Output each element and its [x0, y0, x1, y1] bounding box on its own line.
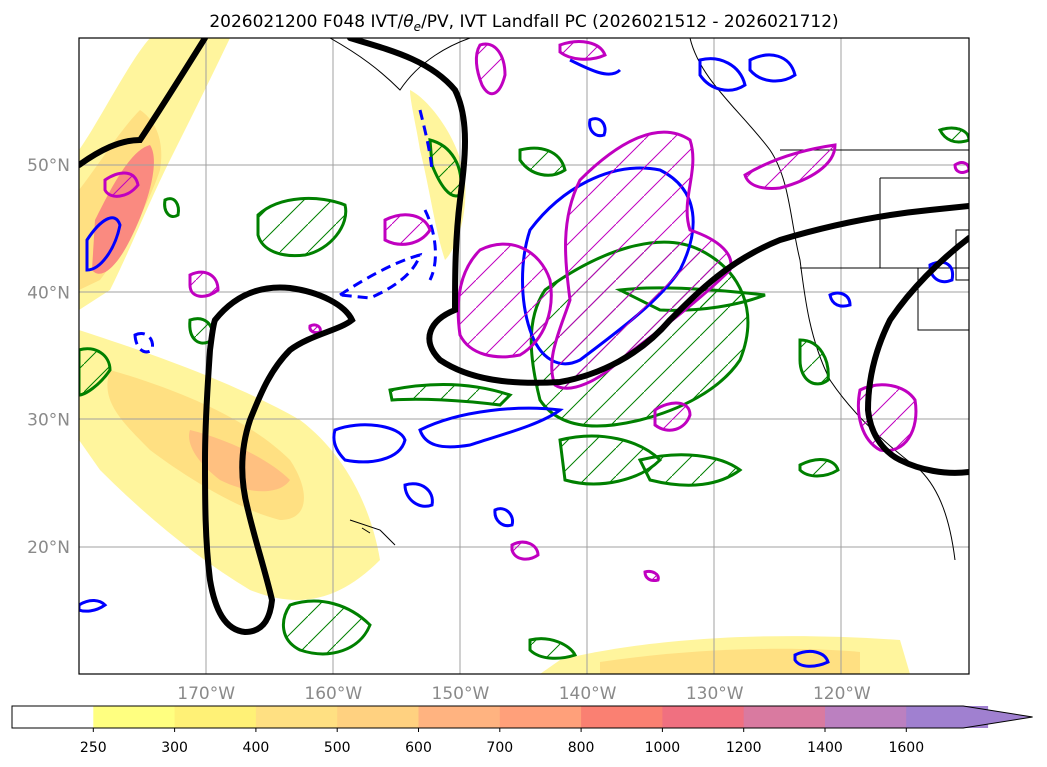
coastlines [329, 38, 969, 561]
ivt-plume-core [92, 145, 154, 274]
x-tick-label: 170°W [177, 684, 235, 704]
colorbar-outline [11, 705, 1033, 729]
colorbar-segment [581, 706, 663, 728]
colorbar-extend-arrow [906, 706, 1033, 728]
colorbar-segment [12, 706, 94, 728]
colorbar-segment [174, 706, 257, 728]
black-contour-east [864, 235, 969, 476]
colorbar-tick-label: 1200 [726, 740, 762, 756]
black-contour-central [347, 38, 969, 386]
y-tick-label: 30°N [27, 411, 70, 431]
x-axis-ticks: 170°W 160°W 150°W 140°W 130°W 120°W [177, 684, 871, 704]
colorbar-segment [255, 706, 338, 728]
x-tick-label: 130°W [686, 684, 744, 704]
y-tick-label: 40°N [27, 283, 70, 303]
colorbar-segment [337, 706, 419, 728]
colorbar-tick-label: 800 [568, 740, 595, 756]
map-frame [78, 37, 970, 675]
colorbar-segment [662, 706, 745, 728]
colorbar-tick-label: 1000 [645, 740, 681, 756]
chart-title: 2026021200 F048 IVT/θe/PV, IVT Landfall … [209, 12, 838, 34]
colorbar-tick-label: 1600 [888, 740, 924, 756]
colorbar-tick-label: 1400 [807, 740, 843, 756]
colorbar-tick-label: 400 [243, 740, 270, 756]
y-tick-label: 50°N [27, 156, 70, 176]
colorbar: 250 300 400 500 600 700 800 1000 1200 1400 1600 [11, 705, 1033, 756]
x-tick-label: 120°W [813, 684, 871, 704]
black-contour-trough [201, 284, 356, 636]
colorbar-tick-label: 250 [80, 740, 107, 756]
black-contour-west [79, 38, 208, 168]
black-contours [79, 38, 969, 636]
x-tick-label: 160°W [304, 684, 362, 704]
magenta-contours [103, 40, 969, 582]
map-area [79, 38, 969, 674]
colorbar-tick-label: 300 [161, 740, 188, 756]
y-axis-ticks: 20°N 30°N 40°N 50°N [27, 156, 70, 558]
colorbar-segment [499, 706, 582, 728]
x-tick-label: 140°W [559, 684, 617, 704]
colorbar-segment [93, 706, 176, 728]
colorbar-segment [418, 706, 501, 728]
colorbar-tick-label: 600 [405, 740, 432, 756]
colorbar-tick-label: 500 [324, 740, 351, 756]
x-tick-label: 150°W [432, 684, 490, 704]
colorbar-segment [825, 706, 907, 728]
y-tick-label: 20°N [27, 538, 70, 558]
colorbar-tick-label: 700 [486, 740, 513, 756]
colorbar-segment [743, 706, 826, 728]
